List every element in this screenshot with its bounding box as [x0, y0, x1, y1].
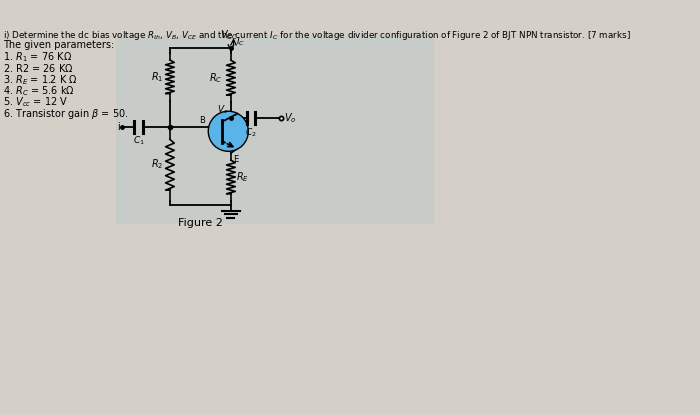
Text: 4. $R_C$ = 5.6 k$\Omega$: 4. $R_C$ = 5.6 k$\Omega$ [4, 84, 76, 98]
Circle shape [209, 111, 248, 151]
Text: $V_{CC}$: $V_{CC}$ [220, 29, 238, 42]
Text: Figure 2: Figure 2 [178, 217, 223, 227]
Text: $R_E$: $R_E$ [236, 170, 249, 184]
Text: i) Determine the dc bias voltage $R_{th}$, $V_B$, $V_{CE}$ and the current $I_C$: i) Determine the dc bias voltage $R_{th}… [4, 29, 631, 42]
Text: $R_1$: $R_1$ [150, 70, 163, 84]
Text: B: B [199, 116, 205, 125]
Text: E: E [232, 155, 238, 164]
Text: $C_1$: $C_1$ [133, 135, 144, 147]
Text: 2. R2 = 26 K$\Omega$: 2. R2 = 26 K$\Omega$ [4, 61, 74, 73]
Text: i: i [117, 122, 120, 132]
Text: $V_o$: $V_o$ [284, 111, 297, 125]
Text: $I_C$: $I_C$ [236, 36, 245, 48]
Text: 6. Transistor gain $\beta$ = 50.: 6. Transistor gain $\beta$ = 50. [4, 107, 129, 121]
FancyBboxPatch shape [116, 34, 434, 225]
Text: 3. $R_E$ = 1.2 K $\Omega$: 3. $R_E$ = 1.2 K $\Omega$ [4, 73, 78, 87]
Text: $R_C$: $R_C$ [209, 71, 222, 85]
Text: $R_2$: $R_2$ [150, 157, 163, 171]
Text: $C_2$: $C_2$ [245, 126, 257, 139]
Text: $V_c$: $V_c$ [217, 103, 228, 115]
Text: The given parameters:: The given parameters: [4, 40, 115, 50]
Text: 1. $R_1$ = 76 K$\Omega$: 1. $R_1$ = 76 K$\Omega$ [4, 50, 73, 64]
Text: 5. $V_{cc}$ = 12 V: 5. $V_{cc}$ = 12 V [4, 95, 69, 109]
